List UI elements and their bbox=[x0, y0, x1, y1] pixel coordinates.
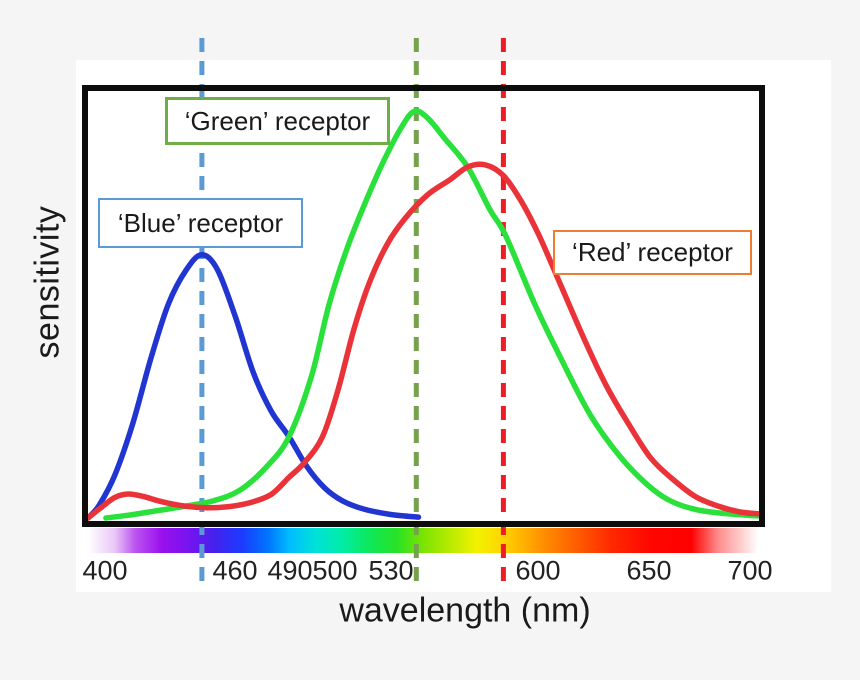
green-receptor-label-text: ‘Green’ receptor bbox=[184, 105, 371, 136]
green-receptor-curve bbox=[103, 108, 761, 521]
x-tick-label-650: 650 bbox=[626, 555, 672, 586]
x-tick-label-490: 490 bbox=[267, 555, 313, 586]
blue-receptor-curve bbox=[85, 252, 422, 521]
x-tick-label-460: 460 bbox=[212, 555, 258, 586]
spectrum-bar bbox=[88, 528, 758, 553]
red-receptor-label-text: ‘Red’ receptor bbox=[572, 237, 733, 267]
x-tick-label-400: 400 bbox=[82, 555, 128, 586]
x-tick-label-600: 600 bbox=[515, 555, 561, 586]
green-receptor-label: ‘Green’ receptor bbox=[165, 97, 390, 145]
x-axis-label: wavelength (nm) bbox=[339, 591, 591, 630]
x-tick-label-700: 700 bbox=[727, 555, 773, 586]
blue-receptor-label-text: ‘Blue’ receptor bbox=[117, 207, 284, 238]
plot-frame bbox=[82, 85, 765, 527]
x-tick-label-530: 530 bbox=[368, 555, 414, 586]
x-tick-label-500: 500 bbox=[312, 555, 358, 586]
red-receptor-label: ‘Red’ receptor bbox=[553, 230, 752, 275]
y-axis-label: sensitivity bbox=[28, 205, 67, 359]
blue-receptor-label: ‘Blue’ receptor bbox=[98, 198, 303, 248]
red-receptor-curve bbox=[85, 161, 761, 521]
